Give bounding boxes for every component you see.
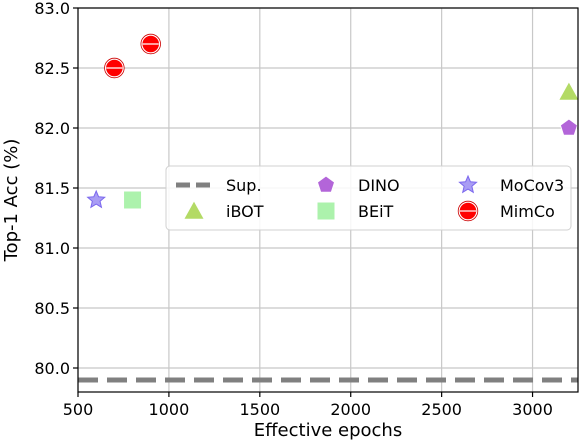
x-tick-label: 2000 bbox=[330, 400, 371, 419]
y-tick-label: 80.5 bbox=[34, 299, 70, 318]
x-tick-label: 2500 bbox=[421, 400, 462, 419]
dino-point bbox=[559, 118, 579, 136]
x-axis-label: Effective epochs bbox=[254, 420, 402, 441]
x-tick-label: 1000 bbox=[149, 400, 190, 419]
y-tick-label: 81.5 bbox=[34, 179, 70, 198]
legend-label-sup: Sup. bbox=[226, 176, 262, 195]
legend-swatch-beit bbox=[316, 201, 336, 221]
tick-labels: 500 1000 1500 2000 2500 3000 80.0 80.5 81.0 81.5 8… bbox=[34, 0, 553, 419]
x-tick-label: 1500 bbox=[239, 400, 280, 419]
x-tick-label: 500 bbox=[63, 400, 94, 419]
plot-area bbox=[78, 33, 581, 383]
legend-swatch-ibot bbox=[182, 199, 206, 220]
y-tick-label: 80.0 bbox=[34, 359, 70, 378]
y-tick-label: 82.5 bbox=[34, 59, 70, 78]
legend-swatch-dino bbox=[316, 175, 336, 193]
mimco-point-outline bbox=[140, 33, 161, 55]
plot-frame bbox=[77, 7, 579, 393]
mocov3-point bbox=[86, 189, 106, 209]
legend-label-ibot: iBOT bbox=[226, 202, 264, 221]
y-tick-label: 83.0 bbox=[34, 0, 70, 18]
mimco-point-outline bbox=[104, 57, 125, 79]
x-tick-label: 3000 bbox=[512, 400, 553, 419]
legend-label-mocov3: MoCov3 bbox=[500, 176, 564, 195]
legend-label-beit: BEiT bbox=[358, 202, 394, 221]
legend-label-dino: DINO bbox=[358, 176, 400, 195]
beit-point bbox=[123, 190, 143, 210]
y-tick-label: 81.0 bbox=[34, 239, 70, 258]
legend-label-mimco: MimCo bbox=[500, 202, 555, 221]
y-tick-label: 82.0 bbox=[34, 119, 70, 138]
ibot-point bbox=[557, 80, 581, 101]
y-axis-label: Top-1 Acc (%) bbox=[1, 139, 22, 263]
legend-swatch-mimco-outline bbox=[457, 200, 479, 222]
legend-swatch-mocov3 bbox=[458, 174, 478, 194]
legend: Sup. iBOT DINO BEiT MoCov3 MimCo bbox=[165, 165, 572, 231]
